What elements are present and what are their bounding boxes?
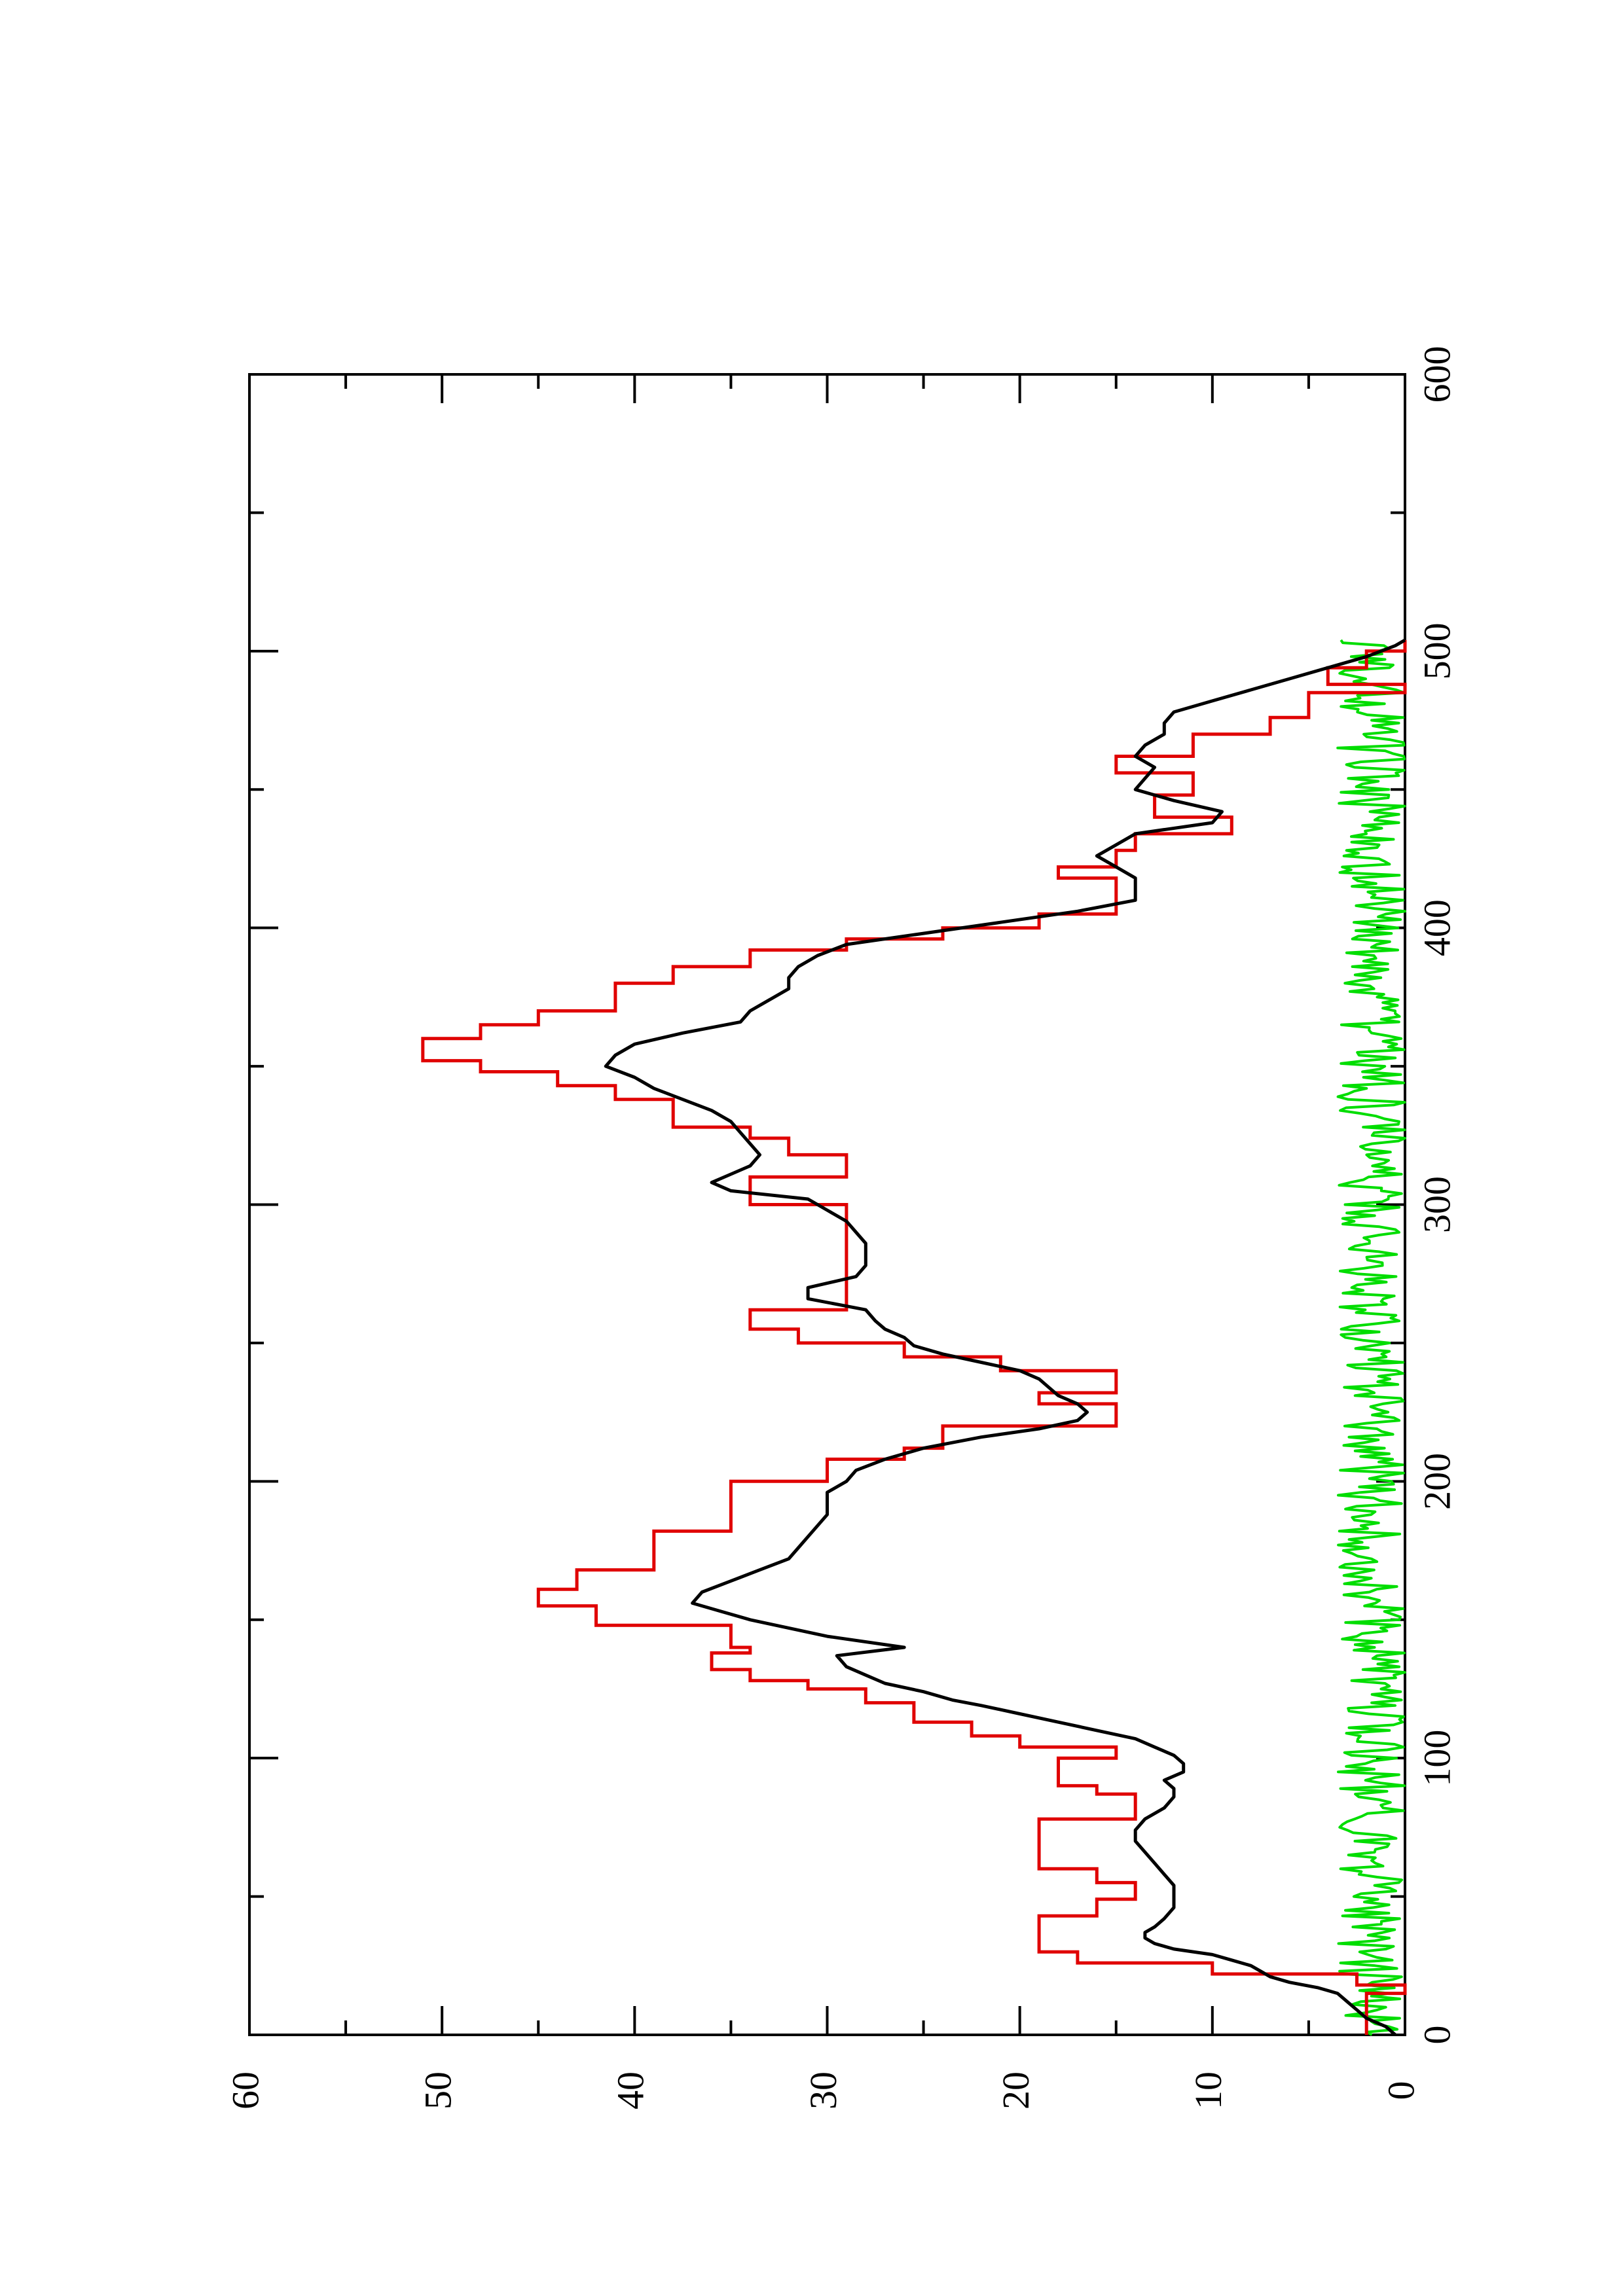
x-tick-label: 300 [1415, 1176, 1458, 1233]
series-red [421, 639, 1407, 2035]
y-tick-label: 20 [994, 2072, 1037, 2109]
y-tick-label: 10 [1187, 2072, 1230, 2109]
y-tick-label: 50 [416, 2072, 459, 2109]
x-tick-label: 100 [1415, 1730, 1458, 1787]
series-layer [421, 638, 1407, 2036]
x-tick-label: 200 [1415, 1453, 1458, 1510]
x-tick-label: 400 [1415, 899, 1458, 956]
y-tick-label: 40 [610, 2072, 652, 2109]
series-green [1336, 639, 1406, 2036]
x-tick-label: 500 [1415, 622, 1458, 679]
series-black [604, 638, 1406, 2036]
y-tick-label: 60 [224, 2072, 266, 2109]
x-tick-label: 0 [1415, 2026, 1458, 2045]
y-tick-label: 30 [802, 2072, 845, 2109]
y-tick-label: 0 [1379, 2081, 1422, 2100]
axis-tick-labels: 0 100 200 300 400 500 600 0 10 20 30 40 50 60 [224, 346, 1458, 2110]
x-tick-label: 600 [1415, 346, 1458, 403]
axis-ticks [248, 373, 1406, 2036]
